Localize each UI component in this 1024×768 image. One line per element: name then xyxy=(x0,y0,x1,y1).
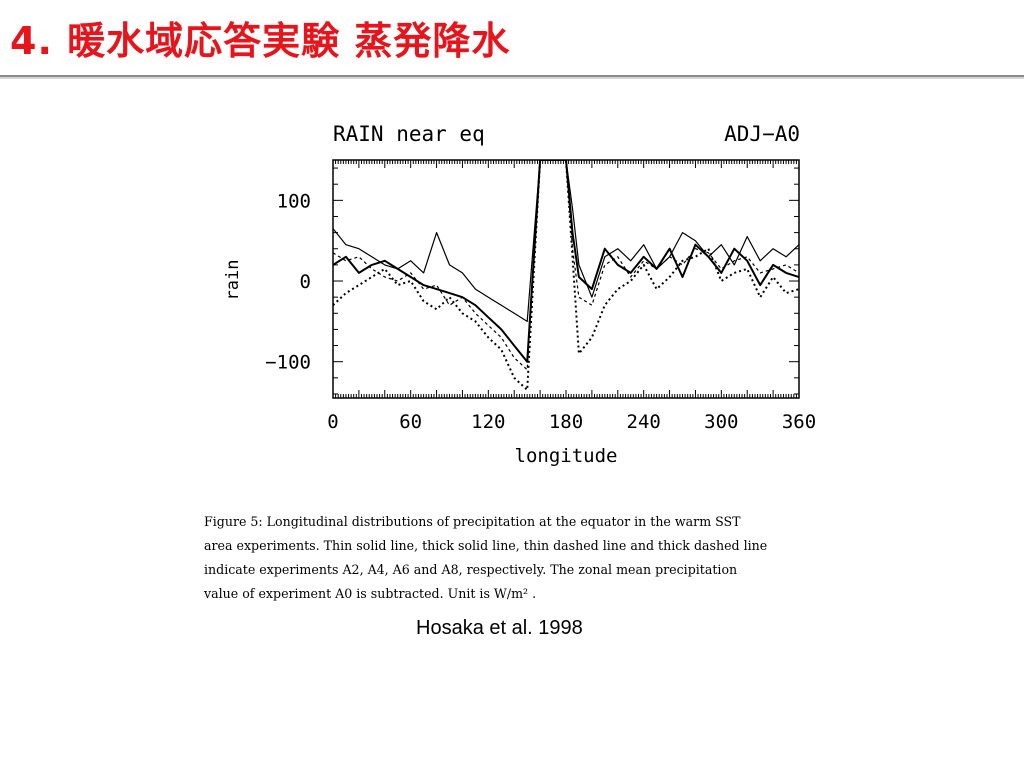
series-line-4 xyxy=(333,160,799,391)
y-tick-label: −100 xyxy=(265,352,311,374)
x-tick-label: 0 xyxy=(327,411,338,433)
slide-title: 4. 暖水域応答実験 蒸発降水 xyxy=(10,19,511,63)
axis-ticks xyxy=(332,160,800,398)
title-divider xyxy=(0,75,1024,77)
caption-line: Figure 5: Longitudinal distributions of … xyxy=(204,514,741,529)
rain-chart: RAIN near eq ADJ−A0 longitude rain 0 60 12… xyxy=(223,122,816,467)
x-tick-label: 60 xyxy=(399,411,422,433)
caption-line: value of experiment A0 is subtracted. Un… xyxy=(204,586,537,601)
x-tick-label: 300 xyxy=(704,411,738,433)
x-tick-label: 180 xyxy=(549,411,583,433)
y-axis-label: rain xyxy=(223,260,243,301)
series-line-2 xyxy=(333,160,799,363)
citation: Hosaka et al. 1998 xyxy=(416,617,583,639)
plot-frame xyxy=(332,159,800,399)
caption-line: area experiments. Thin solid line, thick… xyxy=(204,538,768,553)
plot-lines xyxy=(333,160,799,391)
chart-subtitle: ADJ−A0 xyxy=(724,122,800,146)
series-line-1 xyxy=(333,160,799,322)
x-tick-label: 240 xyxy=(627,411,661,433)
x-axis-label: longitude xyxy=(515,445,618,467)
y-tick-label: 100 xyxy=(277,190,311,212)
figure-caption: Figure 5: Longitudinal distributions of … xyxy=(204,510,840,606)
x-tick-label: 120 xyxy=(471,411,505,433)
series-line-3 xyxy=(333,160,799,371)
chart-title: RAIN near eq xyxy=(333,122,485,146)
title-divider-shadow xyxy=(0,77,1024,79)
tick-labels: 0 60 120 180 240 300 360 −100 0 100 xyxy=(265,190,816,433)
y-tick-label: 0 xyxy=(300,271,311,293)
x-tick-label: 360 xyxy=(782,411,816,433)
caption-line: indicate experiments A2, A4, A6 and A8, … xyxy=(204,562,738,577)
